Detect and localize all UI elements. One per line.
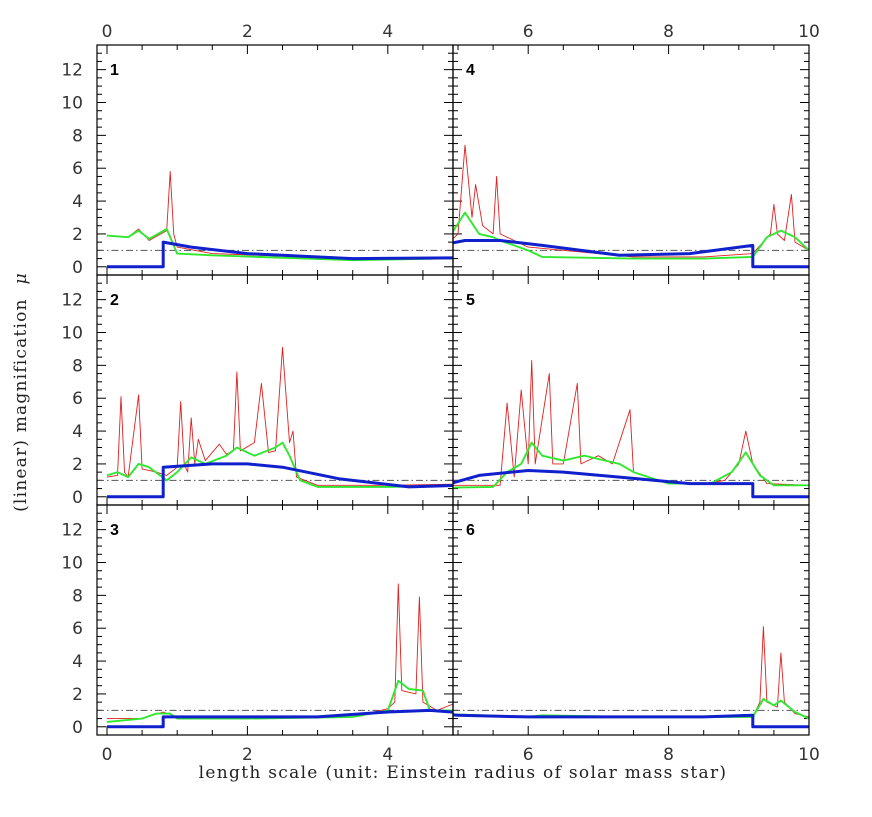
panel-frame bbox=[452, 504, 810, 736]
panel-3: 3 0 2 4 6 8 10 12 0 2 4 bbox=[61, 504, 454, 765]
y-tick-label: 12 bbox=[61, 61, 83, 81]
y-tick-label: 6 bbox=[72, 619, 83, 639]
series-red-line bbox=[106, 171, 453, 260]
series-blue-line bbox=[107, 708, 453, 729]
series-green-line bbox=[106, 228, 453, 262]
panel-frame bbox=[96, 44, 454, 276]
series-green-line bbox=[453, 211, 809, 260]
x-tick-label-top: 2 bbox=[242, 22, 253, 42]
y-tick-label: 4 bbox=[72, 422, 83, 442]
series-green-line bbox=[453, 697, 809, 720]
panel-number-label: 2 bbox=[110, 292, 119, 309]
series-red-line bbox=[453, 144, 809, 258]
panel-6: 6 6 8 10 bbox=[452, 504, 820, 765]
y-tick-label: 2 bbox=[72, 225, 83, 245]
y-tick-label: 4 bbox=[72, 652, 83, 672]
series-red-line bbox=[107, 583, 453, 720]
x-tick-label-bottom: 6 bbox=[523, 745, 534, 765]
x-axis-title: length scale (unit: Einstein radius of s… bbox=[199, 763, 728, 783]
y-tick-label: 10 bbox=[61, 324, 83, 344]
x-tick-label-bottom: 0 bbox=[102, 745, 113, 765]
x-tick-label-bottom: 2 bbox=[242, 745, 253, 765]
series-blue-line bbox=[453, 713, 809, 729]
y-axis-title-text: (linear) magnification bbox=[11, 298, 31, 512]
panel-4: 4 6 8 10 bbox=[452, 22, 820, 276]
panel-5: 5 bbox=[452, 274, 810, 506]
x-tick-label-bottom: 10 bbox=[798, 745, 820, 765]
y-axis-title-group: (linear) magnification μ bbox=[11, 272, 31, 512]
panel-number-label: 4 bbox=[466, 62, 475, 79]
y-tick-label: 12 bbox=[61, 521, 83, 541]
y-tick-label: 8 bbox=[72, 586, 83, 606]
panel-number-label: 3 bbox=[110, 522, 119, 539]
series-red-line bbox=[453, 626, 809, 718]
y-axis-title-symbol: μ bbox=[11, 272, 31, 284]
y-tick-label: 10 bbox=[61, 94, 83, 114]
y-tick-label: 8 bbox=[72, 356, 83, 376]
series-green-line bbox=[106, 441, 453, 488]
y-tick-label: 4 bbox=[72, 192, 83, 212]
y-tick-label: 2 bbox=[72, 455, 83, 475]
y-tick-label: 0 bbox=[72, 258, 83, 278]
y-tick-label: 0 bbox=[72, 718, 83, 738]
y-tick-label: 0 bbox=[72, 488, 83, 508]
series-green-line bbox=[453, 441, 809, 489]
y-tick-label: 6 bbox=[72, 159, 83, 179]
x-tick-label-top: 8 bbox=[663, 22, 674, 42]
y-tick-label: 10 bbox=[61, 554, 83, 574]
series-blue-line bbox=[453, 469, 809, 499]
panel-2: 2 0 2 4 6 8 10 12 bbox=[61, 274, 454, 508]
x-tick-label-bottom: 8 bbox=[663, 745, 674, 765]
series-blue-line bbox=[107, 462, 453, 499]
panel-number-label: 6 bbox=[466, 522, 475, 539]
x-tick-label-top: 0 bbox=[102, 22, 113, 42]
panel-number-label: 5 bbox=[466, 292, 475, 309]
y-tick-label: 8 bbox=[72, 126, 83, 146]
y-tick-label: 12 bbox=[61, 291, 83, 311]
y-tick-label: 2 bbox=[72, 685, 83, 705]
x-tick-label-bottom: 4 bbox=[382, 745, 393, 765]
series-red-line bbox=[106, 346, 453, 486]
series-blue-line bbox=[453, 239, 809, 269]
x-tick-label-top: 10 bbox=[798, 22, 820, 42]
x-tick-label-top: 6 bbox=[523, 22, 534, 42]
y-tick-label: 6 bbox=[72, 389, 83, 409]
x-tick-label-top: 4 bbox=[382, 22, 393, 42]
series-blue-line bbox=[107, 240, 453, 269]
panel-number-label: 1 bbox=[110, 62, 119, 79]
y-axis-title: (linear) magnification μ bbox=[11, 272, 31, 512]
